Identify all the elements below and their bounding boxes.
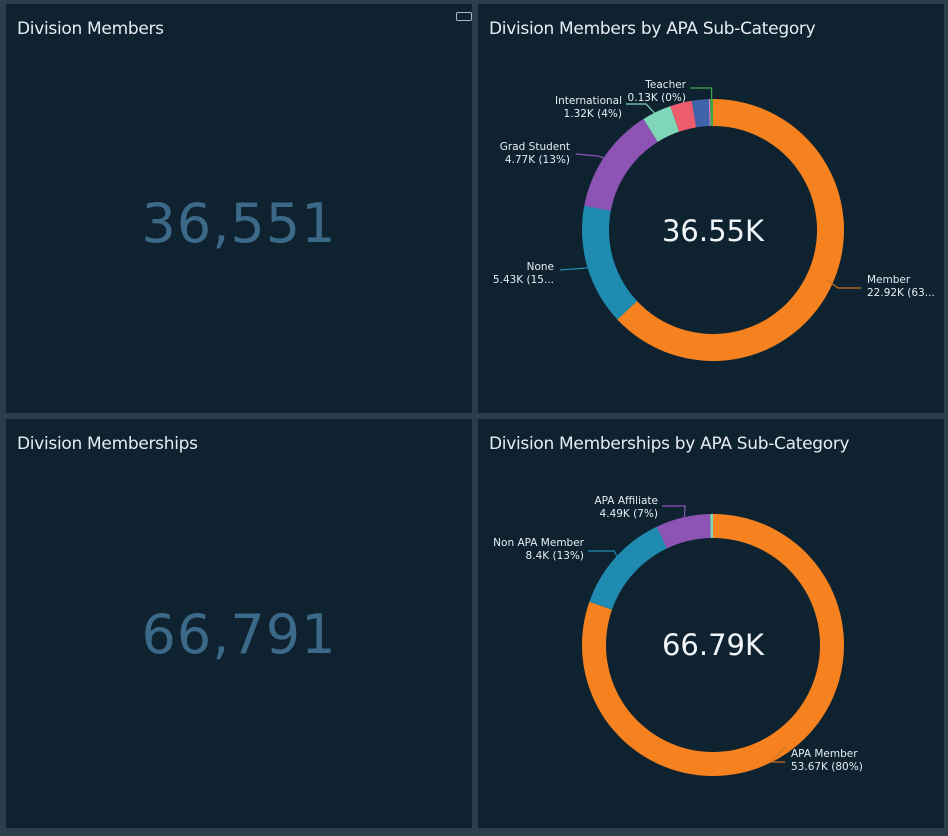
slice-value-label-grad-student: 4.77K (13%) bbox=[505, 154, 570, 166]
slice-value-label-non-apa-member: 8.4K (13%) bbox=[526, 550, 584, 562]
slice-international[interactable] bbox=[643, 106, 680, 142]
slice-teacher[interactable] bbox=[710, 99, 713, 127]
slice-none[interactable] bbox=[582, 205, 638, 320]
slice-value-label-teacher: 0.13K (0%) bbox=[628, 92, 686, 104]
slice-value-label-none: 5.43K (15... bbox=[493, 274, 554, 286]
slice-label-none: None bbox=[527, 261, 554, 273]
slice-unlabeled[interactable] bbox=[710, 514, 713, 539]
leader-line-member bbox=[825, 278, 861, 289]
leader-line-international bbox=[626, 103, 661, 119]
slice-value-label-apa-member: 53.67K (80%) bbox=[791, 761, 863, 773]
memberships-kpi-title: Division Memberships bbox=[17, 434, 198, 454]
slice-value-label-member: 22.92K (63... bbox=[867, 287, 935, 299]
slice-unlabeled[interactable] bbox=[708, 99, 711, 127]
expand-icon[interactable] bbox=[456, 12, 472, 21]
members-kpi-panel: Division Members 36,551 bbox=[6, 4, 472, 413]
leader-line-apa-affiliate bbox=[662, 505, 686, 524]
slice-label-apa-member: APA Member bbox=[791, 748, 858, 760]
slice-unlabeled[interactable] bbox=[691, 99, 710, 128]
slice-label-non-apa-member: Non APA Member bbox=[493, 537, 585, 549]
memberships-kpi-value: 66,791 bbox=[141, 603, 337, 666]
memberships-donut-title: Division Memberships by APA Sub-Category bbox=[489, 434, 850, 454]
slice-non-apa-member[interactable] bbox=[589, 526, 668, 610]
members-donut-panel: Division Members by APA Sub-Category Mem… bbox=[478, 4, 944, 413]
slice-label-teacher: Teacher bbox=[644, 79, 686, 91]
memberships-kpi-panel: Division Memberships 66,791 bbox=[6, 419, 472, 828]
slice-value-label-international: 1.32K (4%) bbox=[564, 108, 622, 120]
slice-label-apa-affiliate: APA Affiliate bbox=[594, 495, 658, 507]
slice-value-label-apa-affiliate: 4.49K (7%) bbox=[600, 508, 658, 520]
slice-label-international: International bbox=[555, 95, 622, 107]
leader-line-none bbox=[559, 263, 595, 271]
memberships-donut-panel: Division Memberships by APA Sub-Category… bbox=[478, 419, 944, 828]
leader-line-teacher bbox=[690, 87, 713, 107]
members-donut-title: Division Members by APA Sub-Category bbox=[489, 19, 816, 39]
members-donut-center-label: 36.55K bbox=[662, 214, 765, 248]
slice-unlabeled[interactable] bbox=[670, 100, 697, 132]
slice-label-grad-student: Grad Student bbox=[500, 141, 570, 153]
slice-member[interactable] bbox=[617, 99, 844, 361]
leader-line-non-apa-member bbox=[588, 550, 621, 562]
members-kpi-title: Division Members bbox=[17, 19, 164, 39]
slice-apa-affiliate[interactable] bbox=[656, 514, 711, 549]
members-kpi-value: 36,551 bbox=[141, 192, 337, 255]
leader-line-apa-member bbox=[769, 746, 786, 763]
leader-line-grad-student bbox=[575, 153, 612, 161]
slice-grad-student[interactable] bbox=[584, 119, 658, 211]
slice-label-member: Member bbox=[867, 274, 911, 286]
memberships-donut-center-label: 66.79K bbox=[662, 628, 765, 662]
